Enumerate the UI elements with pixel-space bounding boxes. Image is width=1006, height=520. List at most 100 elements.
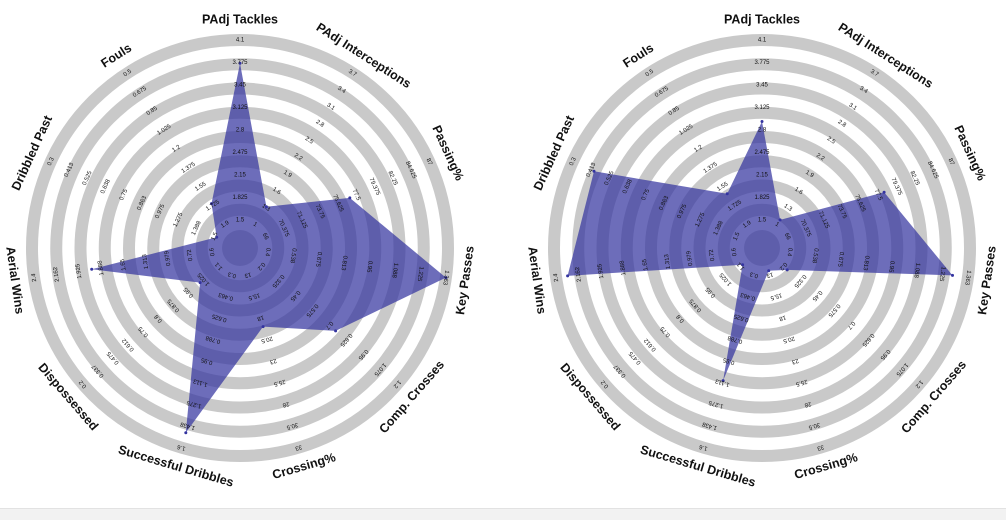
tick-label-dribbled-past-7: 0.638 [622,178,634,195]
tick-label-crossing-7: 28 [281,400,290,408]
tick-label-dribbled-past-7: 0.638 [100,178,112,195]
tick-label-padj-interceptions-7: 2.8 [315,119,326,129]
radar-point-dispossessed [198,281,202,285]
tick-label-fouls-3: 1.55 [716,181,730,193]
tick-label-successful-dribbles-1: 0.3 [227,270,237,278]
tick-label-key-passes-6: 1.088 [912,262,920,278]
tick-label-dribbled-past-9: 0.413 [586,161,598,178]
tick-label-padj-tackles-5: 2.8 [758,128,767,134]
tick-label-padj-interceptions-1: 1 [774,221,781,228]
radar-chart-1: 1.5 1.825 2.15 2.475 2.8 3.125 3.45 3.775 4.1 1 1.… [3,12,477,489]
tick-label-aerial-wins-5: 1.65 [120,258,128,271]
tick-label-aerial-wins-9: 2.4 [553,272,560,282]
tick-label-dribbled-past-1: 1.5 [733,231,742,242]
radar-point-dispossessed [741,263,745,267]
tick-label-comp-crosses-5: 0.7 [845,320,855,331]
tick-label-key-passes-5: 0.95 [365,260,373,273]
tick-label-padj-tackles-8: 3.775 [232,60,248,66]
tick-label-padj-interceptions-4: 1.9 [804,170,815,180]
tick-label-successful-dribbles-2: 0.463 [739,291,756,301]
tick-label-padj-interceptions-3: 1.6 [793,187,804,197]
tick-label-aerial-wins-1: 0.6 [209,247,216,257]
tick-label-aerial-wins-2: 0.72 [187,248,195,261]
tick-label-padj-interceptions-2: 1.3 [261,203,272,213]
tick-label-crossing-7: 28 [803,400,812,408]
tick-label-successful-dribbles-5: 0.95 [722,356,736,365]
tick-label-aerial-wins-3: 0.979 [164,250,172,266]
tick-label-dribbled-past-10: 0.3 [569,156,578,167]
tick-label-aerial-wins-5: 1.65 [642,258,650,271]
radar-point-key-passes [951,273,954,277]
tick-label-dribbled-past-10: 0.3 [47,156,56,167]
tick-label-padj-interceptions-8: 3.1 [847,102,858,112]
tick-label-padj-tackles-2: 1.825 [232,195,248,201]
tick-label-padj-interceptions-6: 2.5 [826,136,837,146]
tick-label-crossing-2: 15.5 [247,291,261,300]
tick-label-dribbled-past-6: 0.75 [119,188,130,202]
tick-label-aerial-wins-7: 1.925 [597,263,605,279]
tick-label-fouls-5: 1.2 [693,144,704,154]
tick-label-padj-interceptions-6: 2.5 [304,136,315,146]
tick-label-successful-dribbles-9: 1.6 [698,443,708,451]
tick-label-padj-tackles-7: 3.45 [234,83,246,89]
tick-label-aerial-wins-4: 1.313 [664,253,672,269]
radar-point-successful-dribbles [184,431,188,435]
radar-point-padj-tackles [238,61,242,65]
radar-ring-8 [548,34,976,462]
radar-point-padj-interceptions [778,218,782,222]
tick-label-crossing-8: 30.5 [285,421,299,430]
tick-label-padj-interceptions-3: 1.6 [271,187,282,197]
radar-point-dribbled-past [592,169,596,173]
tick-label-comp-crosses-9: 1.2 [391,379,401,390]
tick-label-dribbled-past-8: 0.525 [82,170,94,187]
tick-label-aerial-wins-6: 1.888 [619,259,627,275]
radar-data-area [567,121,953,381]
tick-label-key-passes-5: 0.95 [887,260,895,273]
tick-label-fouls-7: 0.85 [668,105,682,117]
tick-label-aerial-wins-9: 2.4 [31,272,38,282]
tick-label-dribbled-past-5: 0.863 [658,195,670,212]
tick-label-aerial-wins-4: 1.313 [142,253,150,269]
tick-label-fouls-7: 0.85 [146,105,160,117]
tick-label-key-passes-6: 1.088 [390,262,398,278]
tick-label-dribbled-past-6: 0.75 [641,188,652,202]
tick-label-passing-10: 87 [947,158,956,167]
tick-label-fouls-1: 1.9 [220,220,231,230]
tick-label-successful-dribbles-1: 0.3 [749,270,759,278]
tick-label-successful-dribbles-3: 0.625 [211,312,228,322]
tick-label-passing-10: 87 [425,158,434,167]
tick-label-padj-tackles-6: 3.125 [754,105,770,111]
tick-label-dribbled-past-3: 1.275 [695,211,707,228]
tick-label-padj-tackles-8: 3.775 [754,60,770,66]
tick-label-aerial-wins-1: 0.6 [731,247,738,257]
radar-ring-8 [26,34,454,462]
tick-label-successful-dribbles-8: 1.438 [701,420,718,430]
tick-label-padj-tackles-2: 1.825 [754,195,770,201]
radar-charts-stage: 1.5 1.825 2.15 2.475 2.8 3.125 3.45 3.775 4.1 1 1.… [3,12,999,489]
tick-label-key-passes-8: 1.363 [441,270,449,286]
radar-point-passing [348,196,352,200]
tick-label-padj-interceptions-10: 3.7 [347,69,358,79]
tick-label-fouls-3: 1.55 [194,181,208,193]
tick-label-padj-tackles-9: 4.1 [236,38,245,44]
tick-label-aerial-wins-6: 1.888 [97,259,105,275]
tick-label-dribbled-past-2: 1.388 [713,220,725,237]
tick-label-key-passes-8: 1.363 [963,270,971,286]
tick-label-dispossessed-10: 0.2 [78,378,88,389]
tick-label-key-passes-1: 0.4 [263,247,270,257]
tick-label-passing-4: 73.75 [314,204,326,221]
tick-label-key-passes-2: 0.538 [288,248,296,264]
tick-label-padj-tackles-4: 2.475 [232,150,248,156]
tick-label-dribbled-past-4: 0.975 [155,203,167,220]
tick-label-padj-tackles-5: 2.8 [236,128,245,134]
radar-point-successful-dribbles [721,379,725,383]
tick-label-comp-crosses-9: 1.2 [913,379,923,390]
tick-label-padj-tackles-3: 2.15 [756,173,768,179]
tick-label-passing-6: 77.5 [351,188,362,202]
tick-label-padj-interceptions-4: 1.9 [282,170,293,180]
tick-label-crossing-4: 20.5 [260,335,274,344]
tick-label-padj-interceptions-5: 2.2 [293,153,304,163]
radar-point-fouls [725,192,729,196]
radar-data-area [91,63,446,433]
tick-label-key-passes-1: 0.4 [785,247,792,257]
